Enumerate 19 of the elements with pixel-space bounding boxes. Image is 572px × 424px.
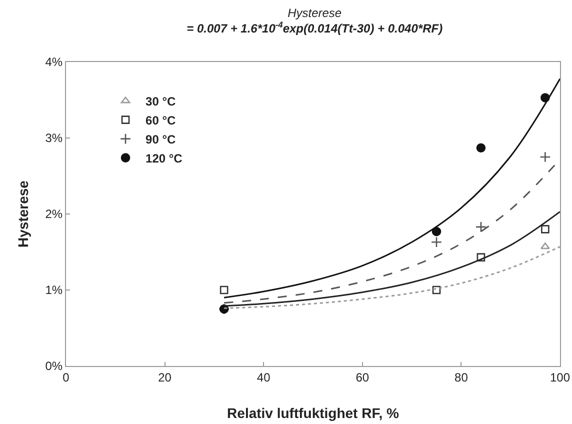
x-tick-label: 80	[454, 370, 468, 384]
x-tick-label: 20	[158, 370, 172, 384]
y-tick-label: 4%	[45, 55, 63, 70]
y-tick-label: 0%	[45, 359, 63, 374]
chart-title: Hysterese	[288, 6, 342, 20]
x-tick-label: 60	[356, 370, 370, 384]
legend-label: 30 °C	[146, 94, 176, 108]
legend-label: 120 °C	[146, 152, 183, 166]
chart-subtitle: = 0.007 + 1.6*10$^{-4}$exp(0.014(Tt-30) + 0.040*RF)	[186, 20, 443, 36]
legend-label: 60 °C	[146, 114, 176, 128]
x-tick-label: 100	[550, 370, 570, 384]
legend-label: 90 °C	[146, 132, 176, 146]
y-axis-title: Hysterese	[15, 180, 31, 248]
x-axis-title: Relativ luftfuktighet RF, %	[227, 405, 400, 421]
y-tick-label: 1%	[45, 283, 63, 298]
x-tick-label: 0	[62, 370, 70, 384]
y-tick-label: 2%	[45, 207, 63, 222]
x-tick-label: 40	[256, 370, 271, 384]
y-tick-label: 3%	[45, 131, 63, 146]
